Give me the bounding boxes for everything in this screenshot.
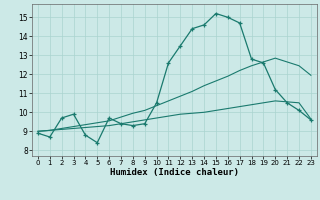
X-axis label: Humidex (Indice chaleur): Humidex (Indice chaleur)	[110, 168, 239, 177]
